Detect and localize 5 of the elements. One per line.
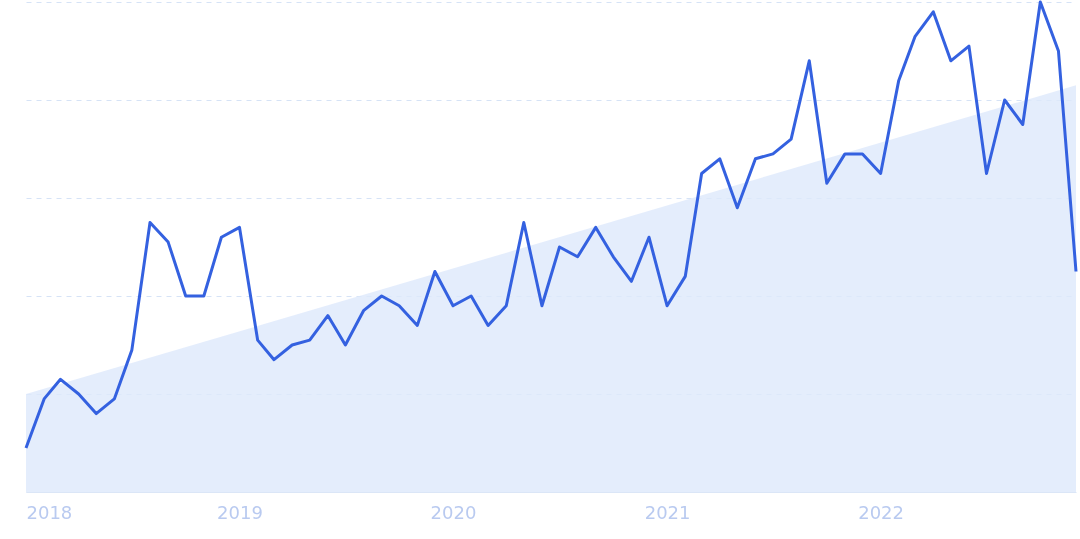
x-tick-label: 2020: [430, 501, 477, 523]
x-tick-label: 2019: [217, 501, 263, 523]
x-tick-label: 2022: [858, 501, 905, 523]
x-tick-label: 2021: [644, 501, 691, 523]
x-tick-label: 2018: [26, 501, 73, 523]
